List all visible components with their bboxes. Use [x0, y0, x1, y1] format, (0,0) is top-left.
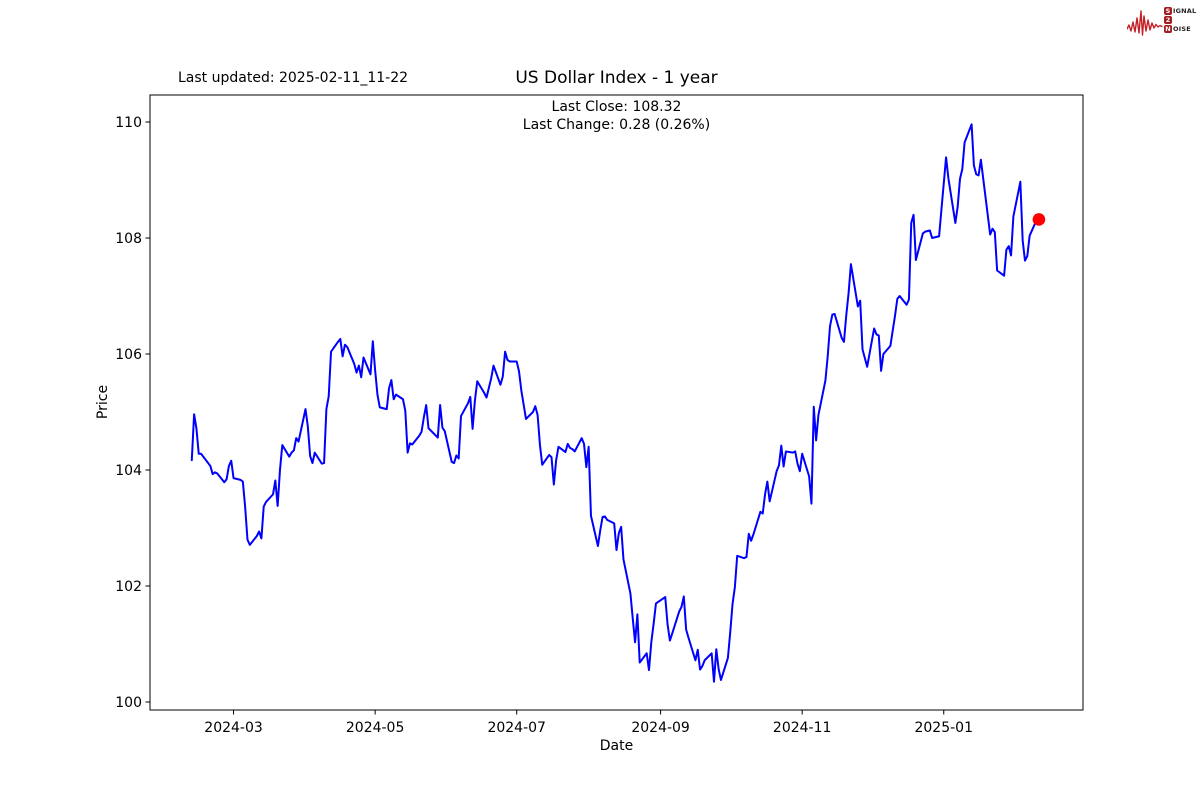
chart-subtitle: Last Close: 108.32 Last Change: 0.28 (0.… [150, 98, 1083, 134]
x-tick-label: 2024-07 [487, 720, 546, 736]
x-tick-label: 2024-05 [346, 720, 405, 736]
x-tick-label: 2024-09 [631, 720, 690, 736]
logo-row-2: 2 [1164, 16, 1196, 24]
chart-title: US Dollar Index - 1 year [515, 68, 718, 88]
y-tick-label: 102 [115, 579, 142, 595]
price-line [190, 123, 1040, 683]
x-axis-label: Date [599, 738, 634, 754]
logo-row-signal: S IGNAL [1164, 7, 1196, 15]
logo-letter-n: N [1164, 25, 1172, 33]
y-axis-label: Price [95, 384, 111, 420]
y-tick-label: 100 [115, 695, 142, 711]
y-tick-label: 108 [115, 231, 142, 247]
y-tick-label: 110 [115, 115, 142, 131]
y-tick-label: 104 [115, 463, 142, 479]
waveform-icon [1127, 10, 1163, 36]
x-tick-label: 2024-03 [204, 720, 263, 736]
logo-rest-oise: OISE [1173, 25, 1191, 33]
y-tick-label: 106 [115, 347, 142, 363]
x-tick-label: 2024-11 [773, 720, 832, 736]
last-close-text: Last Close: 108.32 [551, 99, 682, 115]
logo-text: S IGNAL 2 N OISE [1164, 7, 1196, 33]
plot-border [149, 94, 1084, 711]
last-close-marker [1032, 213, 1046, 226]
last-change-text: Last Change: 0.28 (0.26%) [522, 117, 711, 133]
last-updated-text: Last updated: 2025-02-11_11-22 [178, 70, 409, 86]
logo-letter-s: S [1164, 7, 1172, 15]
logo-row-noise: N OISE [1164, 25, 1196, 33]
signal2noise-logo: S IGNAL 2 N OISE [1127, 4, 1196, 38]
logo-letter-2: 2 [1164, 16, 1172, 24]
logo-rest-ignal: IGNAL [1173, 7, 1197, 15]
x-tick-label: 2025-01 [914, 720, 973, 736]
